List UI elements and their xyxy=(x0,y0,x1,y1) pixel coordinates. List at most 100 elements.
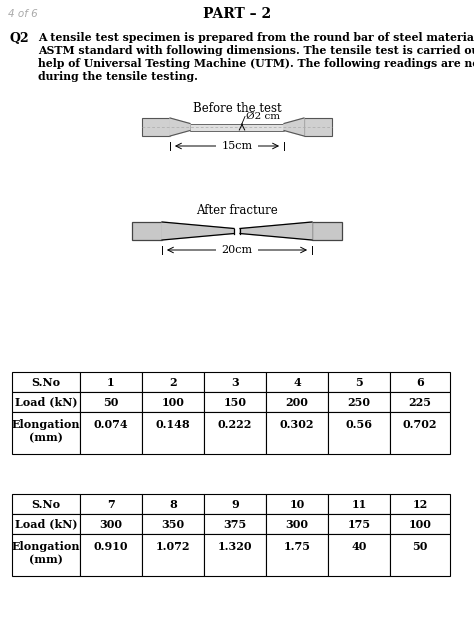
Text: help of Universal Testing Machine (UTM). The following readings are noted: help of Universal Testing Machine (UTM).… xyxy=(38,58,474,69)
Text: 1.320: 1.320 xyxy=(218,541,252,551)
Text: Before the test: Before the test xyxy=(193,102,281,114)
Text: Load (kN): Load (kN) xyxy=(15,519,77,529)
Text: 225: 225 xyxy=(409,396,431,408)
Text: 3: 3 xyxy=(231,377,239,387)
Bar xyxy=(204,392,266,412)
Bar xyxy=(80,372,142,392)
Bar xyxy=(390,412,450,454)
Bar xyxy=(266,534,328,576)
Text: 11: 11 xyxy=(351,499,366,509)
Text: S.No: S.No xyxy=(31,377,61,387)
Bar xyxy=(80,534,142,576)
Bar xyxy=(142,118,170,136)
Text: A tensile test specimen is prepared from the round bar of steel material as per: A tensile test specimen is prepared from… xyxy=(38,32,474,43)
Bar xyxy=(312,222,342,240)
Text: Q2: Q2 xyxy=(10,32,29,45)
Text: 5: 5 xyxy=(355,377,363,387)
Text: 0.302: 0.302 xyxy=(280,418,314,430)
Text: (mm): (mm) xyxy=(29,555,63,565)
Text: 0.222: 0.222 xyxy=(218,418,252,430)
Bar xyxy=(142,534,204,576)
Text: 40: 40 xyxy=(351,541,367,551)
Bar xyxy=(142,494,204,514)
Bar xyxy=(142,412,204,454)
Text: Elongation: Elongation xyxy=(12,541,80,551)
Text: 2: 2 xyxy=(169,377,177,387)
Bar xyxy=(80,514,142,534)
Text: 0.148: 0.148 xyxy=(155,418,191,430)
Bar xyxy=(132,222,162,240)
Bar xyxy=(12,514,80,534)
Bar xyxy=(390,534,450,576)
Text: 12: 12 xyxy=(412,499,428,509)
Bar xyxy=(328,392,390,412)
Bar xyxy=(142,392,204,412)
Text: 1: 1 xyxy=(107,377,115,387)
Text: 175: 175 xyxy=(347,519,371,529)
Bar xyxy=(266,372,328,392)
Bar xyxy=(12,372,80,392)
Text: 1.072: 1.072 xyxy=(156,541,190,551)
Text: 7: 7 xyxy=(107,499,115,509)
Bar xyxy=(328,534,390,576)
Text: 9: 9 xyxy=(231,499,239,509)
Text: 375: 375 xyxy=(223,519,246,529)
Text: during the tensile testing.: during the tensile testing. xyxy=(38,71,198,82)
Text: Elongation: Elongation xyxy=(12,418,80,430)
Text: ASTM standard with following dimensions. The tensile test is carried out with th: ASTM standard with following dimensions.… xyxy=(38,45,474,56)
Bar xyxy=(204,494,266,514)
Bar xyxy=(12,494,80,514)
Text: 10: 10 xyxy=(289,499,305,509)
Bar xyxy=(12,534,80,576)
Text: 250: 250 xyxy=(347,396,371,408)
Text: 350: 350 xyxy=(162,519,184,529)
Text: 8: 8 xyxy=(169,499,177,509)
Text: Ø2 cm: Ø2 cm xyxy=(246,112,280,121)
Text: 0.910: 0.910 xyxy=(94,541,128,551)
Polygon shape xyxy=(162,222,234,240)
Bar xyxy=(390,372,450,392)
Text: 300: 300 xyxy=(100,519,122,529)
Text: 15cm: 15cm xyxy=(221,141,253,151)
Polygon shape xyxy=(284,118,304,136)
Polygon shape xyxy=(240,222,312,240)
Text: 20cm: 20cm xyxy=(221,245,253,255)
Text: 200: 200 xyxy=(285,396,309,408)
Bar xyxy=(390,514,450,534)
Text: Load (kN): Load (kN) xyxy=(15,396,77,408)
Text: (mm): (mm) xyxy=(29,433,63,443)
Bar xyxy=(80,412,142,454)
Text: After fracture: After fracture xyxy=(196,203,278,217)
Polygon shape xyxy=(170,118,190,136)
Bar xyxy=(266,494,328,514)
Bar xyxy=(12,412,80,454)
Text: 50: 50 xyxy=(412,541,428,551)
Bar xyxy=(12,392,80,412)
Bar xyxy=(266,392,328,412)
Text: 0.702: 0.702 xyxy=(403,418,437,430)
Bar xyxy=(142,514,204,534)
Text: 50: 50 xyxy=(103,396,118,408)
Text: PART – 2: PART – 2 xyxy=(203,7,271,21)
Text: 150: 150 xyxy=(224,396,246,408)
Bar xyxy=(328,372,390,392)
Bar xyxy=(390,494,450,514)
Text: 4 of 6: 4 of 6 xyxy=(8,9,38,19)
Bar xyxy=(328,412,390,454)
Bar xyxy=(304,118,332,136)
Bar xyxy=(80,494,142,514)
Text: 100: 100 xyxy=(409,519,431,529)
Text: 300: 300 xyxy=(285,519,309,529)
Text: 0.074: 0.074 xyxy=(94,418,128,430)
Text: S.No: S.No xyxy=(31,499,61,509)
Bar xyxy=(266,412,328,454)
Bar xyxy=(328,494,390,514)
Text: 6: 6 xyxy=(416,377,424,387)
Text: 100: 100 xyxy=(162,396,184,408)
Bar xyxy=(204,534,266,576)
Bar xyxy=(390,392,450,412)
Bar xyxy=(204,412,266,454)
Bar xyxy=(190,124,284,131)
Bar xyxy=(328,514,390,534)
Text: 1.75: 1.75 xyxy=(283,541,310,551)
